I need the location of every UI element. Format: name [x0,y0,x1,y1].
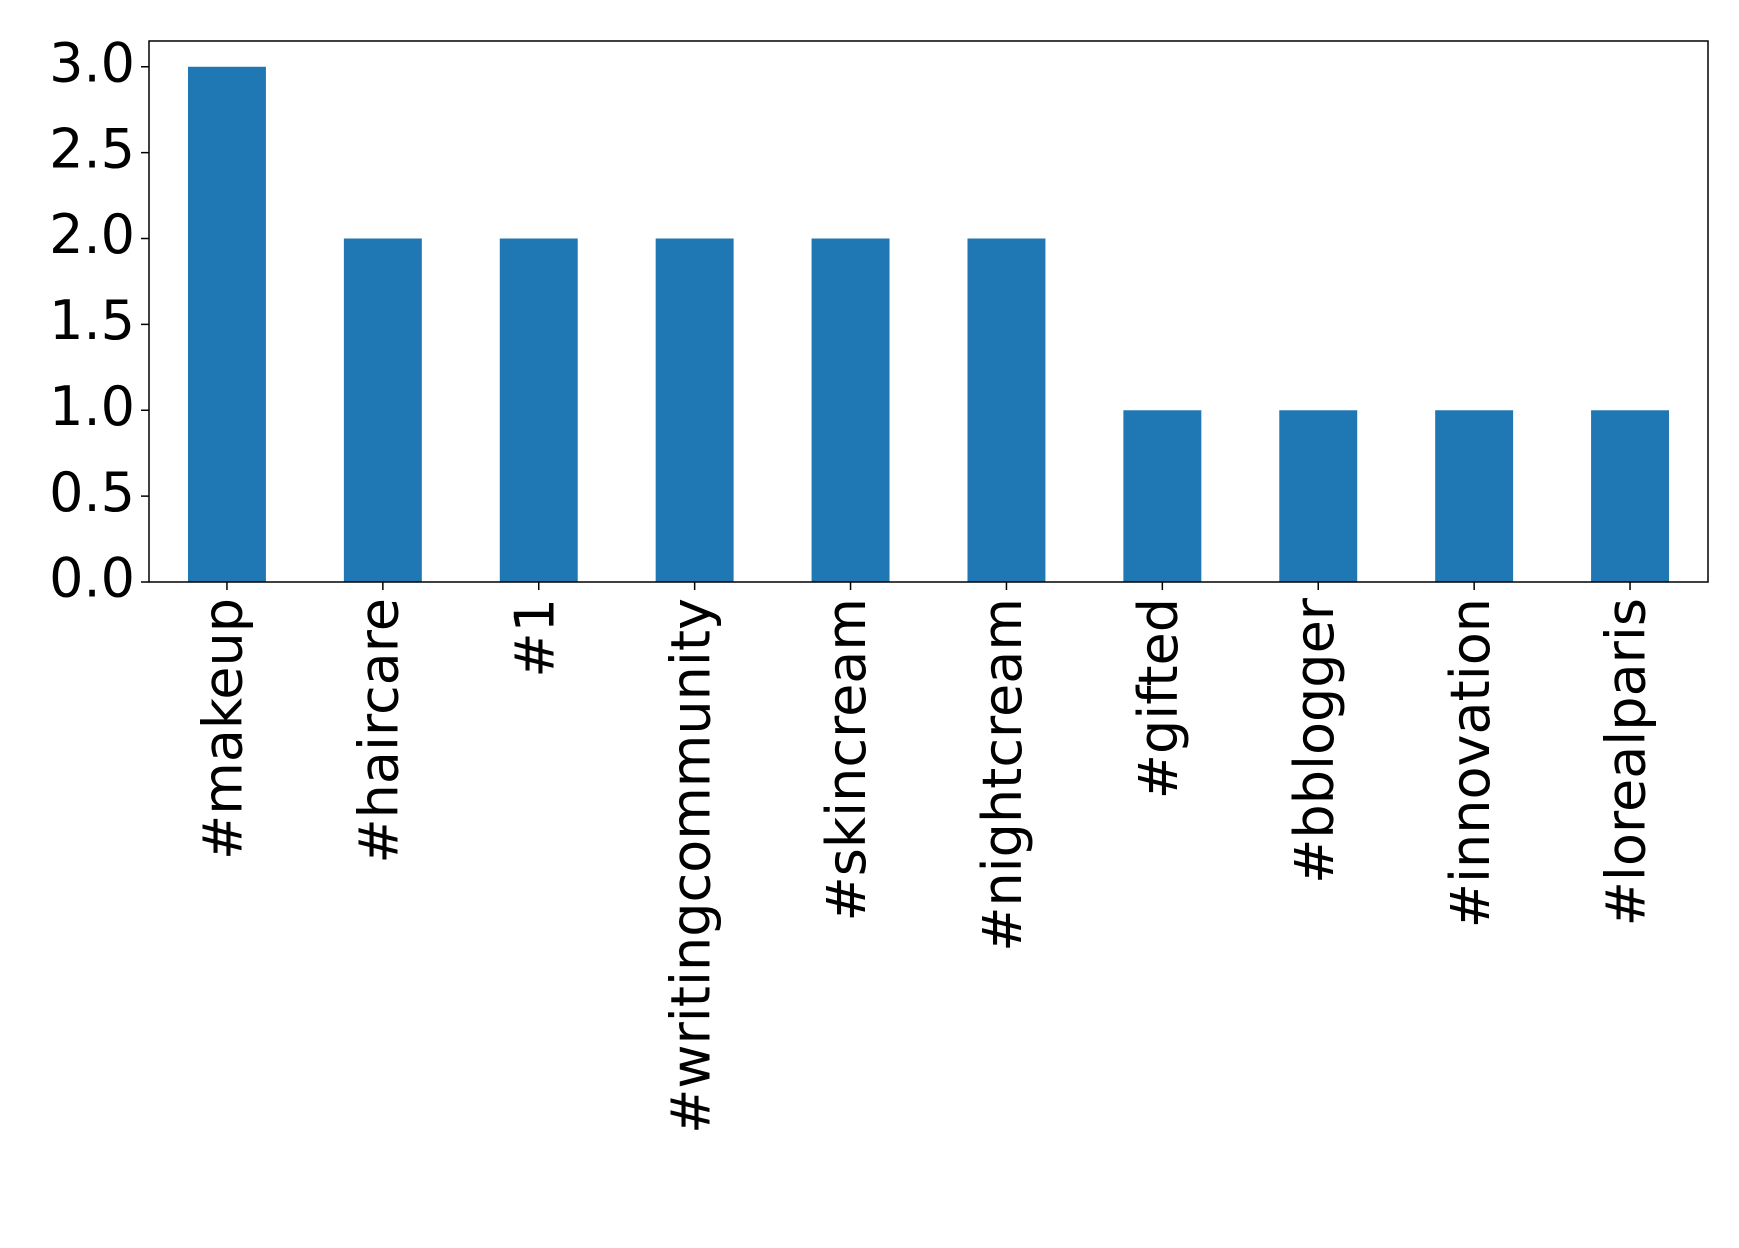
y-tick-label: 1.5 [49,289,135,352]
y-tick-label: 1.0 [49,375,135,438]
y-tick-label: 0.5 [49,461,135,524]
x-tick-label: #skincream [815,598,878,922]
x-tick-label: #innovation [1439,598,1502,928]
x-tick-label: #lorealparis [1595,598,1658,926]
x-tick-label: #writingcommunity [659,598,722,1134]
bar [967,238,1046,582]
x-tick-label: #haircare [347,598,410,864]
bar [1435,410,1514,582]
bar [1279,410,1358,582]
y-tick-label: 2.0 [49,203,135,266]
bar [1123,410,1202,582]
plot-frame [148,40,1709,583]
bar [1591,410,1670,582]
x-tick-label: #bblogger [1283,597,1346,884]
bar [499,238,578,582]
bar [187,66,266,582]
x-tick-label: #nightcream [971,598,1034,952]
x-tick-label: #gifted [1127,598,1190,799]
x-tick-label: #makeup [192,598,255,860]
x-tick-label: #1 [503,598,566,678]
bar [811,238,890,582]
bar [343,238,422,582]
y-tick-label: 3.0 [49,31,135,94]
bar [655,238,734,582]
y-tick-label: 2.5 [49,117,135,180]
y-tick-label: 0.0 [49,547,135,610]
